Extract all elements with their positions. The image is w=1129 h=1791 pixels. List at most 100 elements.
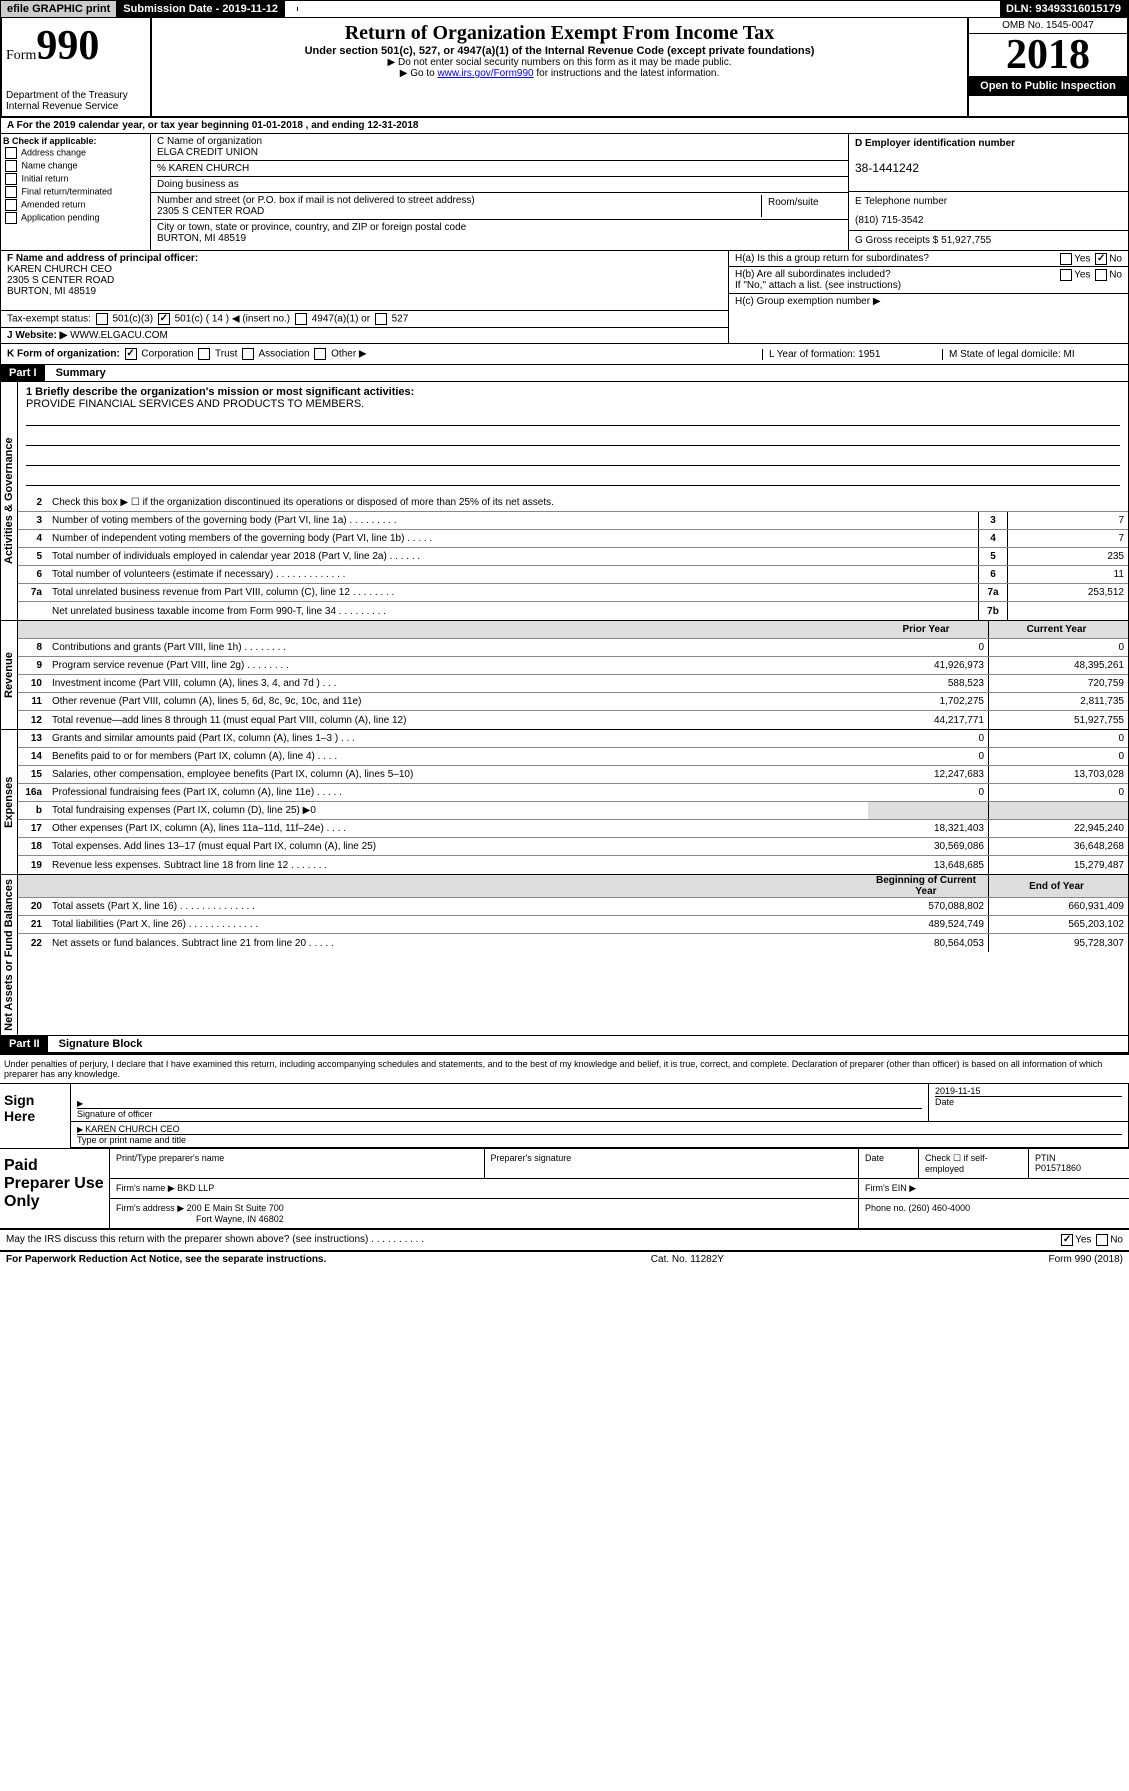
ein-phone-block: D Employer identification number 38-1441… <box>848 134 1128 250</box>
ptin-value: P01571860 <box>1035 1163 1081 1173</box>
applicable-checkbox[interactable]: Amended return <box>3 199 148 211</box>
financial-line: 13Grants and similar amounts paid (Part … <box>18 730 1128 748</box>
net-assets-section: Net Assets or Fund Balances Beginning of… <box>0 875 1129 1036</box>
hb-no[interactable] <box>1095 269 1107 281</box>
net-side-label: Net Assets or Fund Balances <box>1 875 18 1035</box>
applicable-checkbox[interactable]: Application pending <box>3 212 148 224</box>
begin-year-header: Beginning of Current Year <box>868 875 988 897</box>
org-name-label: C Name of organization <box>157 136 262 147</box>
date-label: Date <box>935 1096 1122 1107</box>
signature-date: 2019-11-15 <box>935 1086 980 1096</box>
telephone-value: (810) 715-3542 <box>849 211 1128 230</box>
applicable-checkbox[interactable]: Address change <box>3 147 148 159</box>
firm-ein-label: Firm's EIN ▶ <box>859 1179 1129 1198</box>
part1-title: Summary <box>48 365 114 381</box>
summary-line: 4Number of independent voting members of… <box>18 530 1128 548</box>
summary-line: 2Check this box ▶ ☐ if the organization … <box>18 494 1128 512</box>
discuss-with-preparer: May the IRS discuss this return with the… <box>0 1230 1129 1250</box>
mission-question: 1 Briefly describe the organization's mi… <box>26 386 1120 398</box>
financial-line: 14Benefits paid to or for members (Part … <box>18 748 1128 766</box>
tax-year-row: A For the 2019 calendar year, or tax yea… <box>0 118 1129 134</box>
officer-label: F Name and address of principal officer: <box>7 253 198 264</box>
dept-treasury: Department of the Treasury <box>6 90 146 101</box>
ein-value: 38-1441242 <box>849 153 1128 191</box>
website-value: WWW.ELGACU.COM <box>70 330 168 341</box>
part2-header: Part II <box>1 1036 48 1052</box>
page-footer: For Paperwork Reduction Act Notice, see … <box>0 1250 1129 1267</box>
preparer-sig-header: Preparer's signature <box>485 1149 860 1178</box>
part2-title: Signature Block <box>51 1036 151 1052</box>
subordinates-label: H(b) Are all subordinates included? <box>735 269 891 280</box>
applicable-checkbox[interactable]: Initial return <box>3 173 148 185</box>
sign-here-label: Sign Here <box>0 1084 70 1148</box>
financial-line: 11Other revenue (Part VIII, column (A), … <box>18 693 1128 711</box>
form-ref: Form 990 (2018) <box>1049 1254 1123 1265</box>
preparer-name-header: Print/Type preparer's name <box>110 1149 485 1178</box>
applicable-checkbox[interactable]: Final return/terminated <box>3 186 148 198</box>
4947-checkbox[interactable] <box>295 313 307 325</box>
gross-receipts: G Gross receipts $ 51,927,755 <box>849 230 1128 250</box>
paperwork-notice: For Paperwork Reduction Act Notice, see … <box>6 1254 326 1265</box>
financial-line: 19Revenue less expenses. Subtract line 1… <box>18 856 1128 874</box>
city-label: City or town, state or province, country… <box>157 222 466 233</box>
summary-line: 6Total number of volunteers (estimate if… <box>18 566 1128 584</box>
paid-preparer-block: Paid Preparer Use Only Print/Type prepar… <box>0 1148 1129 1230</box>
financial-line: 9Program service revenue (Part VIII, lin… <box>18 657 1128 675</box>
financial-line: bTotal fundraising expenses (Part IX, co… <box>18 802 1128 820</box>
firm-address-label: Firm's address ▶ <box>116 1203 184 1213</box>
corp-checkbox[interactable] <box>125 348 137 360</box>
part1-header: Part I <box>1 365 45 381</box>
501c3-checkbox[interactable] <box>96 313 108 325</box>
officer-print-name: KAREN CHURCH CEO <box>85 1124 180 1134</box>
firm-name-label: Firm's name ▶ <box>116 1183 175 1193</box>
signature-officer-label: Signature of officer <box>77 1108 922 1119</box>
street-label: Number and street (or P.O. box if mail i… <box>157 195 475 206</box>
501c-checkbox[interactable] <box>158 313 170 325</box>
prior-year-header: Prior Year <box>868 621 988 638</box>
ha-no[interactable] <box>1095 253 1107 265</box>
print-name-label: Type or print name and title <box>77 1134 1122 1145</box>
financial-line: 16aProfessional fundraising fees (Part I… <box>18 784 1128 802</box>
city-state-zip: BURTON, MI 48519 <box>157 233 246 244</box>
attach-list-note: If "No," attach a list. (see instruction… <box>735 280 901 291</box>
firm-address-2: Fort Wayne, IN 46802 <box>196 1214 284 1224</box>
trust-checkbox[interactable] <box>198 348 210 360</box>
assoc-checkbox[interactable] <box>242 348 254 360</box>
form-of-org-row: K Form of organization: Corporation Trus… <box>0 344 1129 365</box>
527-checkbox[interactable] <box>375 313 387 325</box>
group-exemption: H(c) Group exemption number ▶ <box>729 294 1128 309</box>
self-employed-check: Check ☐ if self-employed <box>919 1149 1029 1178</box>
form-subtitle: Under section 501(c), 527, or 4947(a)(1)… <box>156 45 963 57</box>
firm-address-1: 200 E Main St Suite 700 <box>187 1203 284 1213</box>
check-if-applicable: B Check if applicable: Address change Na… <box>1 134 151 250</box>
year-formation: L Year of formation: 1951 <box>762 349 942 360</box>
street-address: 2305 S CENTER ROAD <box>157 206 264 217</box>
discuss-yes[interactable] <box>1061 1234 1073 1246</box>
financial-line: 15Salaries, other compensation, employee… <box>18 766 1128 784</box>
officer-street: 2305 S CENTER ROAD <box>7 275 114 286</box>
submission-date: Submission Date - 2019-11-12 <box>117 1 285 17</box>
irs-gov-link[interactable]: www.irs.gov/Form990 <box>437 68 533 79</box>
identity-block: B Check if applicable: Address change Na… <box>0 134 1129 251</box>
summary-line: 7aTotal unrelated business revenue from … <box>18 584 1128 602</box>
summary-line: 5Total number of individuals employed in… <box>18 548 1128 566</box>
financial-line: 17Other expenses (Part IX, column (A), l… <box>18 820 1128 838</box>
instructions-link-row: ▶ Go to www.irs.gov/Form990 for instruct… <box>156 68 963 79</box>
officer-group-block: F Name and address of principal officer:… <box>0 251 1129 344</box>
applicable-checkbox[interactable]: Name change <box>3 160 148 172</box>
other-checkbox[interactable] <box>314 348 326 360</box>
financial-line: 22Net assets or fund balances. Subtract … <box>18 934 1128 952</box>
revenue-side-label: Revenue <box>1 621 18 729</box>
website-label: J Website: ▶ <box>7 330 67 341</box>
hb-yes[interactable] <box>1060 269 1072 281</box>
ha-yes[interactable] <box>1060 253 1072 265</box>
efile-print-button[interactable]: efile GRAPHIC print <box>1 1 117 17</box>
form-header: Form990 Department of the Treasury Inter… <box>0 18 1129 118</box>
state-domicile: M State of legal domicile: MI <box>942 349 1122 360</box>
discuss-no[interactable] <box>1096 1234 1108 1246</box>
firm-name: BKD LLP <box>177 1183 214 1193</box>
dba-label: Doing business as <box>151 177 848 193</box>
summary-line: 3Number of voting members of the governi… <box>18 512 1128 530</box>
revenue-section: Revenue Prior YearCurrent Year 8Contribu… <box>0 621 1129 730</box>
tax-status-label: Tax-exempt status: <box>7 314 91 325</box>
